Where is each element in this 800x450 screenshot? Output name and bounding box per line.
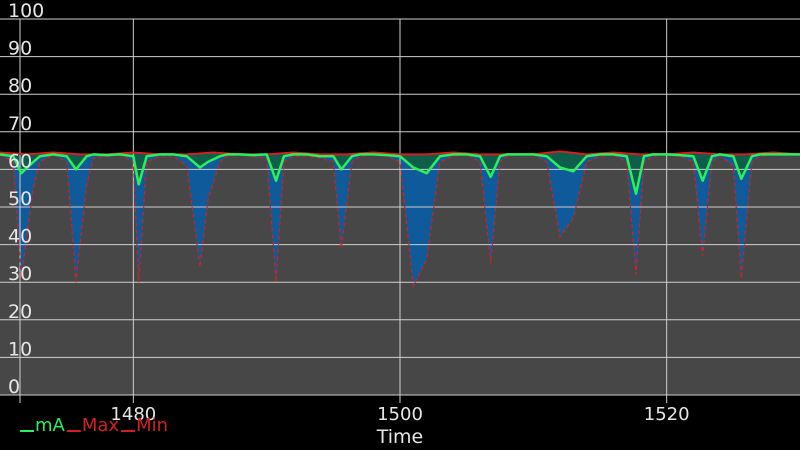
y-tick-label-10: 10 (8, 338, 32, 360)
x-tick-label-1480: 1480 (110, 404, 156, 425)
series-line-mA (0, 153, 800, 196)
y-tick-label-90: 90 (8, 38, 32, 60)
y-tick-label-20: 20 (8, 301, 32, 323)
y-tick-label-80: 80 (8, 75, 32, 97)
x-tick-label-1520: 1520 (644, 404, 690, 425)
legend: mA Max Min (20, 415, 168, 436)
series-fills (0, 151, 800, 286)
y-tick-label-40: 40 (8, 226, 32, 248)
x-axis-tick-labels: 1480 1500 1520 (110, 404, 689, 425)
y-tick-label-100: 100 (8, 0, 44, 22)
x-tick-label-1500: 1500 (377, 404, 423, 425)
series-lines (0, 150, 800, 289)
min-to-mA-fill (0, 154, 800, 286)
y-tick-label-50: 50 (8, 188, 32, 210)
y-tick-label-70: 70 (8, 113, 32, 135)
y-axis-tick-labels: 0 10 20 30 40 50 60 70 80 90 100 (8, 0, 44, 398)
x-axis-label: Time (376, 426, 424, 448)
y-tick-label-30: 30 (8, 263, 32, 285)
mA-to-max-fill (0, 151, 800, 194)
legend-label-max: Max (82, 415, 120, 436)
y-tick-label-60: 60 (8, 150, 32, 172)
legend-label-min: Min (136, 415, 168, 436)
grid-lines (0, 18, 800, 403)
y-tick-label-0: 0 (8, 376, 20, 398)
legend-label-ma: mA (35, 415, 66, 436)
